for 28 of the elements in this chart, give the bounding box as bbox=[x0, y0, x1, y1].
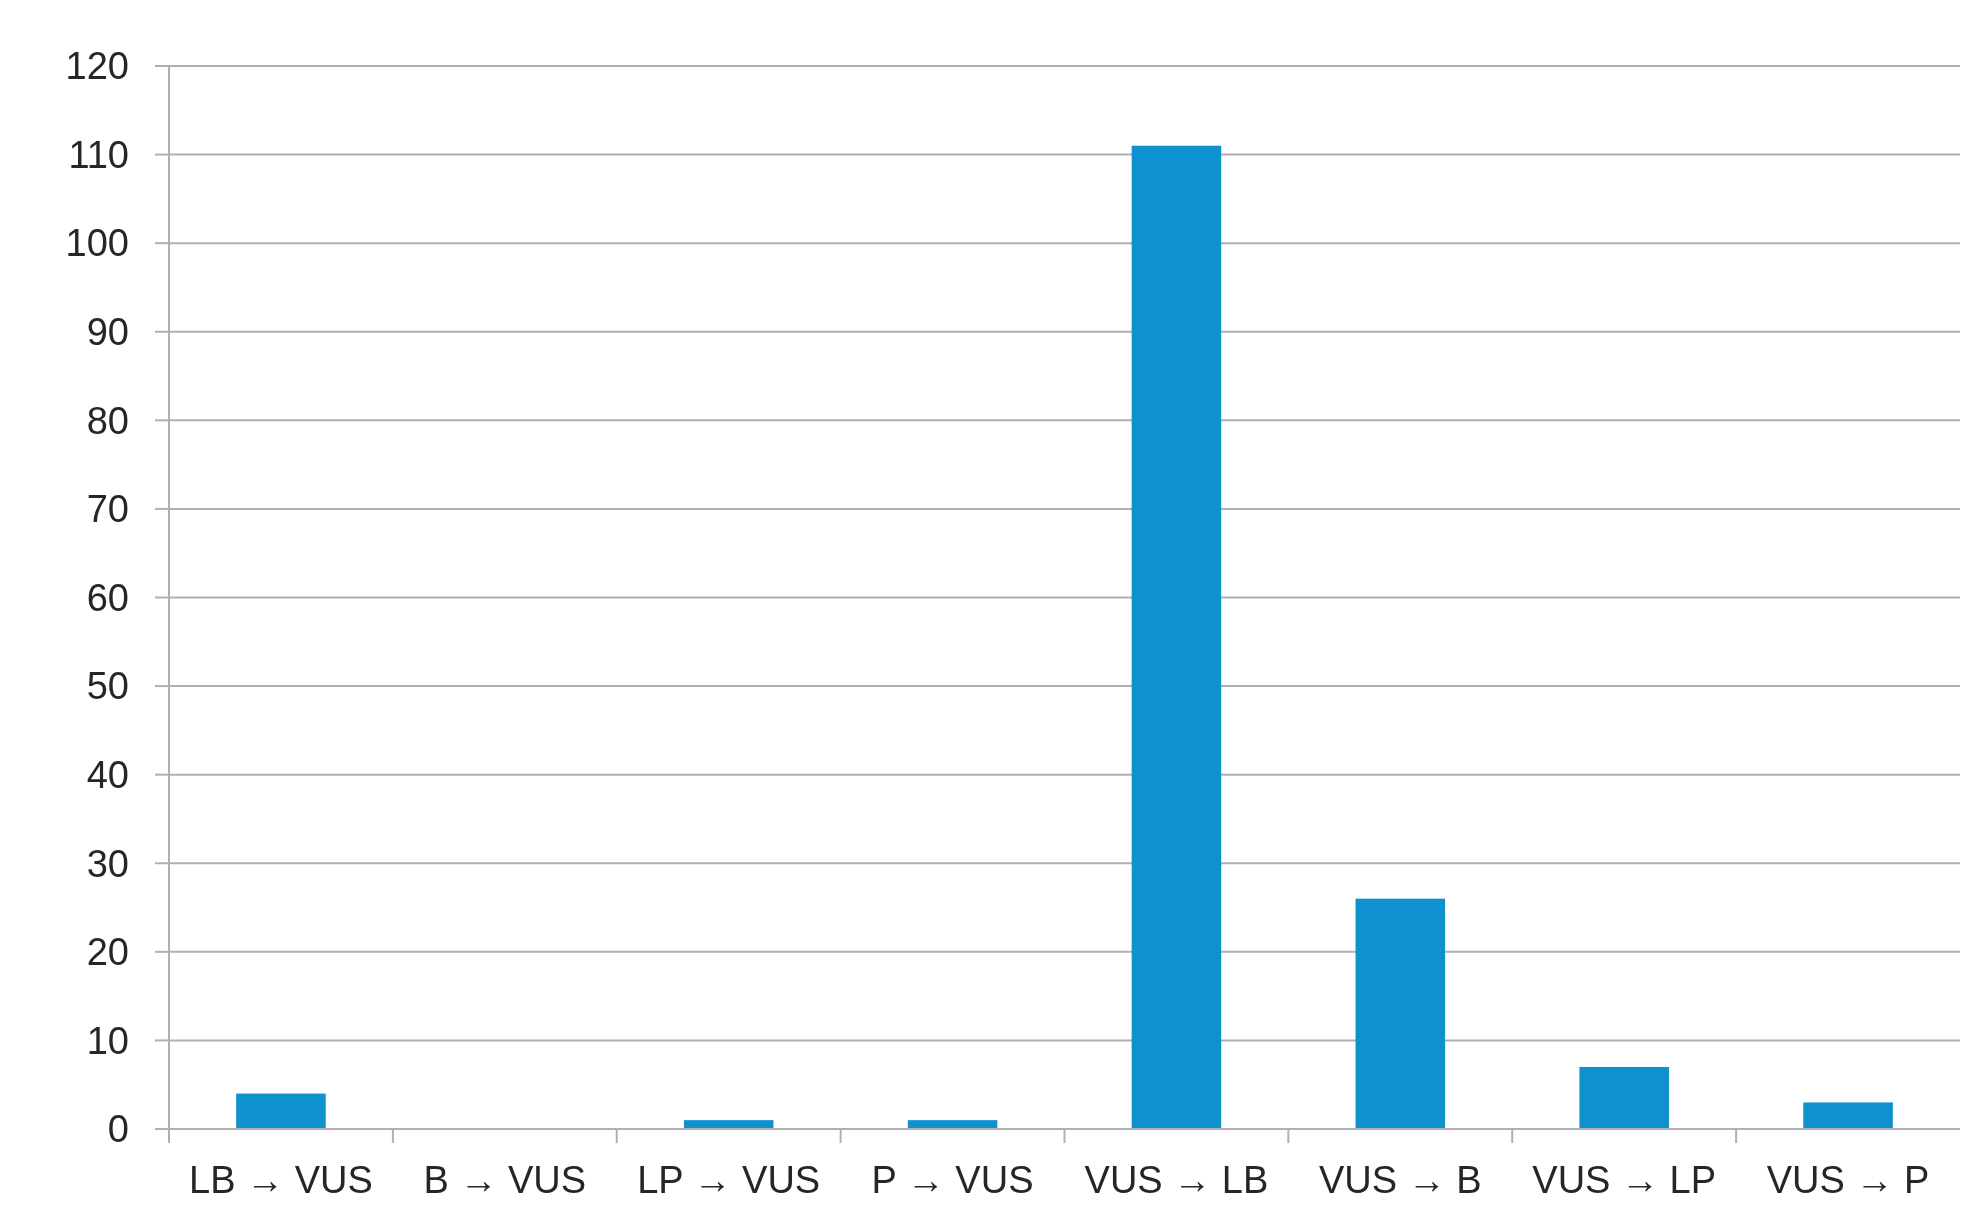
x-tick-label: VUS → LP bbox=[1532, 1159, 1717, 1201]
x-tick-label: VUS → LB bbox=[1084, 1159, 1269, 1201]
y-tick-label: 50 bbox=[86, 665, 129, 708]
y-tick-label: 0 bbox=[107, 1108, 129, 1151]
x-tick-label: VUS → B bbox=[1319, 1159, 1482, 1201]
y-tick-label: 120 bbox=[65, 45, 129, 88]
y-tick-label: 80 bbox=[86, 399, 129, 442]
x-tick-label: VUS → P bbox=[1766, 1159, 1930, 1201]
bar bbox=[907, 1120, 998, 1129]
x-tick-label: LP → VUS bbox=[637, 1159, 821, 1201]
x-tick-label: P → VUS bbox=[871, 1159, 1034, 1201]
bar bbox=[1579, 1066, 1669, 1129]
x-tick-label: B → VUS bbox=[423, 1159, 587, 1201]
bar bbox=[683, 1120, 774, 1129]
y-tick-label: 20 bbox=[86, 931, 129, 974]
x-tick-label: LB → VUS bbox=[189, 1159, 373, 1201]
y-tick-label: 70 bbox=[86, 488, 129, 531]
y-tick-label: 30 bbox=[86, 842, 129, 885]
y-tick-label: 40 bbox=[86, 753, 129, 796]
bar bbox=[236, 1093, 326, 1129]
y-tick-label: 60 bbox=[86, 576, 129, 619]
y-tick-label: 90 bbox=[86, 311, 129, 354]
y-tick-label: 110 bbox=[68, 133, 129, 176]
bar bbox=[1355, 898, 1446, 1129]
y-tick-label: 100 bbox=[65, 222, 129, 265]
bar bbox=[1803, 1102, 1893, 1130]
bar bbox=[1131, 145, 1222, 1129]
y-tick-label: 10 bbox=[86, 1019, 129, 1062]
